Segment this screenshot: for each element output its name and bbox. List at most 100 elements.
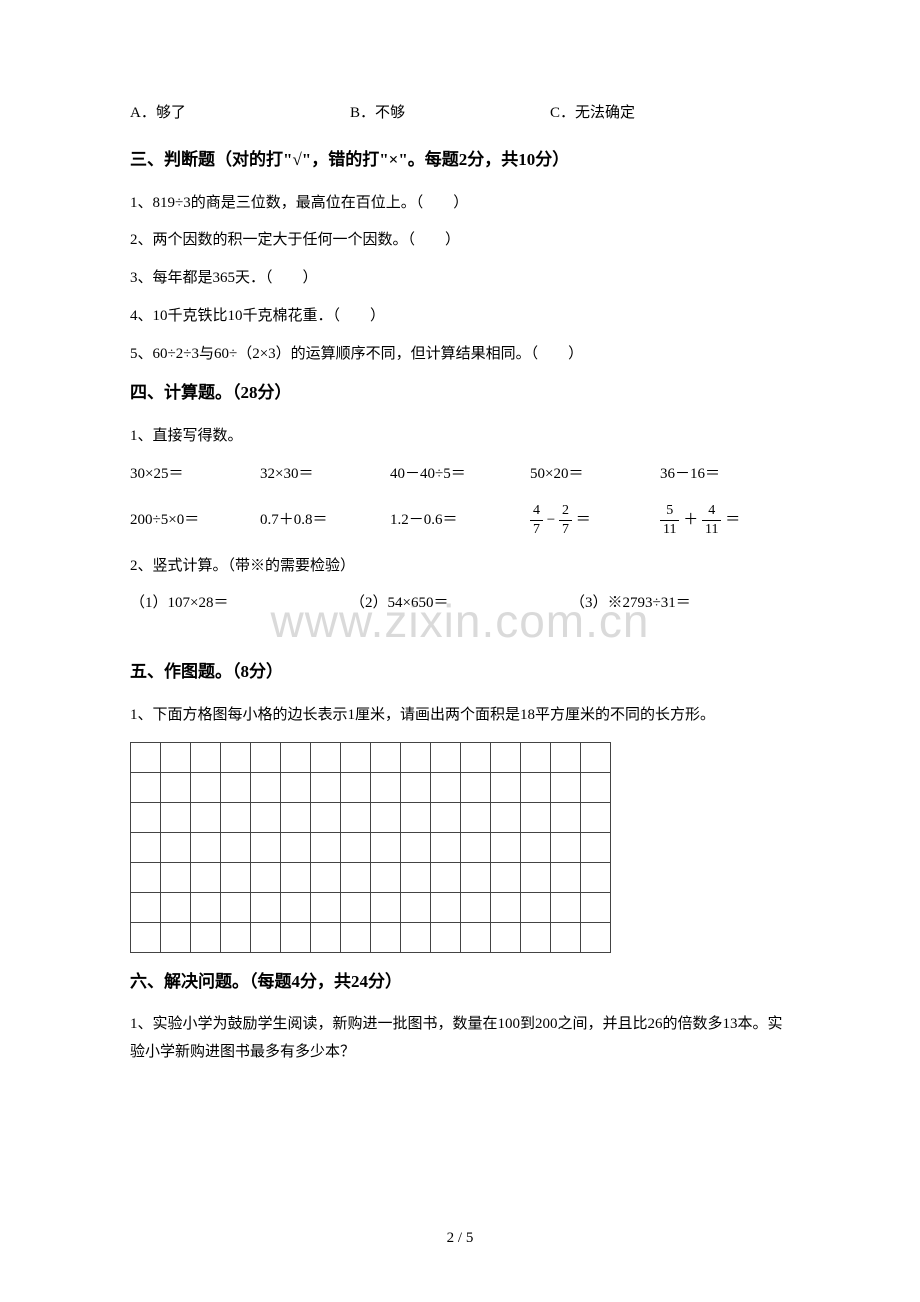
grid-cell bbox=[281, 832, 311, 862]
grid-cell bbox=[311, 862, 341, 892]
grid-cell bbox=[281, 922, 311, 952]
drawing-grid bbox=[130, 742, 790, 953]
page-number: 2 / 5 bbox=[0, 1225, 920, 1252]
grid-cell bbox=[161, 772, 191, 802]
grid-cell bbox=[311, 772, 341, 802]
grid-cell bbox=[551, 832, 581, 862]
grid-cell bbox=[461, 802, 491, 832]
s4-q2-label: 2、竖式计算。（带※的需要检验） bbox=[130, 553, 790, 581]
s5-q1: 1、下面方格图每小格的边长表示1厘米，请画出两个面积是18平方厘米的不同的长方形… bbox=[130, 702, 790, 730]
grid-cell bbox=[191, 892, 221, 922]
grid-cell bbox=[581, 802, 611, 832]
grid-cell bbox=[581, 772, 611, 802]
grid-cell bbox=[251, 892, 281, 922]
calc-r1c5: 36－16＝ bbox=[660, 461, 790, 488]
grid-cell bbox=[161, 922, 191, 952]
calc-r1c3: 40－40÷5＝ bbox=[390, 461, 530, 488]
calc-row1: 30×25＝ 32×30＝ 40－40÷5＝ 50×20＝ 36－16＝ bbox=[130, 461, 790, 488]
grid-cell bbox=[221, 742, 251, 772]
grid-cell bbox=[491, 892, 521, 922]
grid-cell bbox=[401, 802, 431, 832]
grid-cell bbox=[281, 892, 311, 922]
mc-options: A．够了 B．不够 C．无法确定 bbox=[130, 100, 790, 127]
grid-cell bbox=[371, 862, 401, 892]
grid-cell bbox=[131, 892, 161, 922]
grid-cell bbox=[491, 772, 521, 802]
grid-cell bbox=[281, 802, 311, 832]
calc-row2: 200÷5×0＝ 0.7＋0.8＝ 1.2－0.6＝ 4 7 − 2 7 ＝ 5… bbox=[130, 504, 790, 537]
option-a: A．够了 bbox=[130, 100, 350, 127]
grid-cell bbox=[431, 892, 461, 922]
grid-cell bbox=[131, 772, 161, 802]
grid-cell bbox=[191, 832, 221, 862]
vert-c3: （3）※2793÷31＝ bbox=[570, 590, 790, 617]
grid-cell bbox=[311, 742, 341, 772]
grid-cell bbox=[491, 922, 521, 952]
grid-cell bbox=[491, 742, 521, 772]
grid-cell bbox=[221, 892, 251, 922]
grid-cell bbox=[191, 922, 221, 952]
grid-cell bbox=[161, 742, 191, 772]
vert-c1: （1）107×28＝ bbox=[130, 590, 350, 617]
grid-cell bbox=[371, 772, 401, 802]
grid-cell bbox=[521, 772, 551, 802]
grid-cell bbox=[401, 892, 431, 922]
grid-cell bbox=[551, 802, 581, 832]
grid-cell bbox=[161, 862, 191, 892]
grid-cell bbox=[251, 862, 281, 892]
grid-cell bbox=[551, 922, 581, 952]
grid-table bbox=[130, 742, 611, 953]
frac2-b: 4 11 bbox=[702, 504, 721, 537]
grid-cell bbox=[521, 892, 551, 922]
grid-cell bbox=[461, 862, 491, 892]
grid-cell bbox=[551, 742, 581, 772]
grid-cell bbox=[401, 742, 431, 772]
grid-cell bbox=[431, 772, 461, 802]
calc-frac2: 5 11 ＋ 4 11 ＝ bbox=[660, 504, 790, 537]
grid-cell bbox=[251, 772, 281, 802]
calc-r2c3: 1.2－0.6＝ bbox=[390, 507, 530, 534]
section3-heading: 三、判断题（对的打"√"，错的打"×"。每题2分，共10分） bbox=[130, 145, 790, 176]
grid-cell bbox=[521, 832, 551, 862]
grid-cell bbox=[221, 922, 251, 952]
grid-cell bbox=[161, 832, 191, 862]
option-b: B．不够 bbox=[350, 100, 550, 127]
section6-heading: 六、解决问题。（每题4分，共24分） bbox=[130, 967, 790, 998]
grid-cell bbox=[281, 862, 311, 892]
grid-cell bbox=[581, 742, 611, 772]
grid-cell bbox=[341, 862, 371, 892]
s3-q1: 1、819÷3的商是三位数，最高位在百位上。（ ） bbox=[130, 190, 790, 218]
calc-frac1: 4 7 − 2 7 ＝ bbox=[530, 504, 660, 537]
grid-cell bbox=[521, 862, 551, 892]
grid-cell bbox=[551, 862, 581, 892]
grid-cell bbox=[461, 922, 491, 952]
grid-cell bbox=[581, 892, 611, 922]
grid-cell bbox=[581, 862, 611, 892]
grid-cell bbox=[251, 832, 281, 862]
grid-cell bbox=[131, 802, 161, 832]
grid-cell bbox=[251, 802, 281, 832]
grid-cell bbox=[341, 772, 371, 802]
grid-cell bbox=[191, 862, 221, 892]
grid-cell bbox=[461, 832, 491, 862]
s3-q3: 3、每年都是365天．（ ） bbox=[130, 265, 790, 293]
grid-cell bbox=[461, 772, 491, 802]
grid-cell bbox=[311, 802, 341, 832]
grid-cell bbox=[371, 802, 401, 832]
grid-cell bbox=[251, 742, 281, 772]
grid-cell bbox=[311, 832, 341, 862]
grid-cell bbox=[431, 832, 461, 862]
grid-cell bbox=[551, 772, 581, 802]
grid-cell bbox=[221, 832, 251, 862]
frac2-a: 5 11 bbox=[660, 504, 679, 537]
grid-cell bbox=[431, 742, 461, 772]
grid-cell bbox=[341, 922, 371, 952]
grid-cell bbox=[251, 922, 281, 952]
s6-q1: 1、实验小学为鼓励学生阅读，新购进一批图书，数量在100到200之间，并且比26… bbox=[130, 1011, 790, 1067]
vert-calc-row: （1）107×28＝ （2）54×650＝ （3）※2793÷31＝ bbox=[130, 590, 790, 617]
grid-cell bbox=[401, 922, 431, 952]
grid-cell bbox=[401, 862, 431, 892]
section5-heading: 五、作图题。（8分） bbox=[130, 657, 790, 688]
grid-cell bbox=[521, 742, 551, 772]
calc-r1c2: 32×30＝ bbox=[260, 461, 390, 488]
